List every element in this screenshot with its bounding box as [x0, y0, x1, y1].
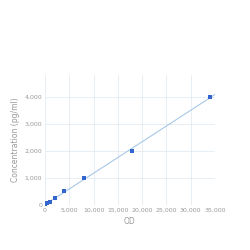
X-axis label: OD: OD — [124, 217, 136, 226]
Point — [48, 200, 52, 203]
Y-axis label: Concentration (pg/ml): Concentration (pg/ml) — [12, 98, 20, 182]
Point — [82, 176, 86, 180]
Point — [53, 196, 57, 200]
Point — [130, 149, 134, 153]
Point — [208, 95, 212, 99]
Point — [62, 190, 66, 194]
Point — [46, 201, 50, 205]
Point — [43, 203, 47, 207]
